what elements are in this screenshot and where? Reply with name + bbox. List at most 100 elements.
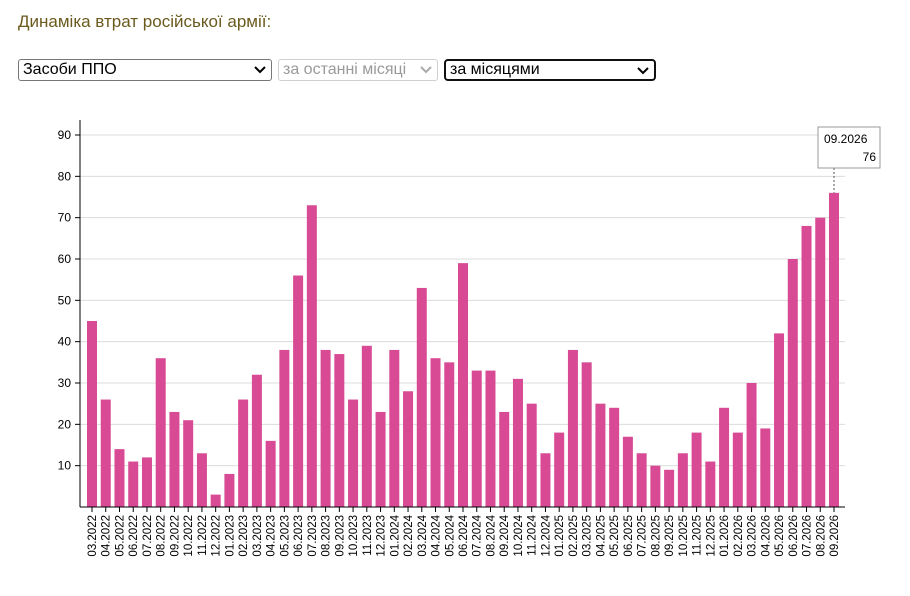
x-tick-label: 04.2024 xyxy=(431,514,443,556)
x-tick-label: 04.2023 xyxy=(266,515,278,557)
bar[interactable] xyxy=(485,370,496,507)
y-tick-label: 20 xyxy=(58,417,72,431)
x-tick-label: 09.2022 xyxy=(169,515,181,557)
bar[interactable] xyxy=(128,461,139,507)
bar[interactable] xyxy=(829,192,839,507)
bar[interactable] xyxy=(650,465,661,507)
bars xyxy=(87,192,839,507)
bar[interactable] xyxy=(801,225,812,507)
x-tick-label: 08.2024 xyxy=(485,514,497,556)
x-tick-label: 09.2024 xyxy=(499,514,511,556)
bar[interactable] xyxy=(581,362,592,507)
bar[interactable] xyxy=(100,399,111,507)
x-tick-label: 05.2025 xyxy=(609,515,621,557)
x-tick-label: 08.2022 xyxy=(156,515,168,557)
bar[interactable] xyxy=(293,275,304,507)
bar[interactable] xyxy=(183,420,194,507)
bar[interactable] xyxy=(265,440,276,507)
bar[interactable] xyxy=(499,411,510,507)
x-tick-label: 10.2022 xyxy=(183,515,195,557)
x-tick-label: 10.2023 xyxy=(348,515,360,557)
bar[interactable] xyxy=(238,399,249,507)
chart-tooltip: 09.2026 76 xyxy=(817,126,881,193)
x-tick-label: 10.2025 xyxy=(678,515,690,557)
x-tick-label: 09.2026 xyxy=(829,515,841,557)
x-tick-label: 09.2025 xyxy=(664,515,676,557)
bar[interactable] xyxy=(348,399,359,507)
bar[interactable] xyxy=(210,494,221,507)
bar[interactable] xyxy=(815,217,826,507)
bar[interactable] xyxy=(251,374,262,507)
x-tick-label: 04.2022 xyxy=(101,515,113,557)
bar[interactable] xyxy=(595,403,606,507)
bar[interactable] xyxy=(636,453,647,507)
x-tick-label: 07.2024 xyxy=(472,514,484,556)
x-tick-label: 05.2026 xyxy=(774,515,786,557)
x-tick-label: 07.2026 xyxy=(802,515,814,557)
x-tick-label: 03.2023 xyxy=(252,515,264,557)
x-tick-label: 05.2022 xyxy=(114,515,126,557)
bar[interactable] xyxy=(540,453,551,507)
bar[interactable] xyxy=(416,287,427,507)
bar[interactable] xyxy=(334,354,345,507)
bar[interactable] xyxy=(622,436,633,507)
bar[interactable] xyxy=(320,349,331,507)
x-tick-label: 04.2026 xyxy=(760,515,772,557)
bar[interactable] xyxy=(691,432,702,507)
bar[interactable] xyxy=(567,349,578,507)
x-tick-label: 11.2025 xyxy=(692,515,704,556)
bar[interactable] xyxy=(196,453,207,507)
bar[interactable] xyxy=(279,349,290,507)
x-tick-label: 07.2023 xyxy=(307,515,319,557)
bar[interactable] xyxy=(224,473,235,507)
x-tick-label: 12.2023 xyxy=(376,515,388,557)
bar[interactable] xyxy=(719,407,730,507)
bar[interactable] xyxy=(471,370,482,507)
bar[interactable] xyxy=(169,411,180,507)
x-tick-label: 11.2024 xyxy=(527,514,539,555)
x-tick-label: 02.2025 xyxy=(568,515,580,557)
bar[interactable] xyxy=(732,432,743,507)
x-tick-label: 03.2025 xyxy=(582,515,594,557)
y-tick-label: 10 xyxy=(58,459,72,473)
bar[interactable] xyxy=(444,362,455,507)
x-tick-label: 01.2025 xyxy=(554,515,566,557)
bar[interactable] xyxy=(787,259,798,507)
bar[interactable] xyxy=(774,333,785,507)
bar[interactable] xyxy=(361,345,372,507)
x-tick-label: 02.2024 xyxy=(403,514,415,556)
bar[interactable] xyxy=(554,432,565,507)
bar[interactable] xyxy=(664,469,675,507)
bar[interactable] xyxy=(375,411,386,507)
bar[interactable] xyxy=(141,457,152,507)
bar[interactable] xyxy=(746,383,757,507)
chevron-down-icon xyxy=(636,61,650,79)
bar[interactable] xyxy=(430,358,441,507)
bar[interactable] xyxy=(87,321,97,507)
category-select-value: Засоби ППО xyxy=(23,61,117,78)
y-tick-label: 60 xyxy=(58,252,72,266)
bar[interactable] xyxy=(306,205,317,507)
bar[interactable] xyxy=(403,391,414,507)
bar[interactable] xyxy=(609,407,620,507)
x-tick-label: 06.2025 xyxy=(623,515,635,557)
bar[interactable] xyxy=(389,349,400,507)
category-select[interactable]: Засоби ППО xyxy=(18,59,272,81)
period-select: за останні місяці xyxy=(278,59,438,81)
period-select-value: за останні місяці xyxy=(283,61,407,78)
bar[interactable] xyxy=(705,461,716,507)
x-tick-label: 10.2024 xyxy=(513,514,525,556)
bar[interactable] xyxy=(526,403,537,507)
bar[interactable] xyxy=(677,453,688,507)
bar[interactable] xyxy=(155,358,166,507)
bar[interactable] xyxy=(114,449,125,507)
x-tick-label: 03.2022 xyxy=(87,515,99,557)
y-tick-label: 90 xyxy=(58,128,72,142)
bar[interactable] xyxy=(458,263,468,507)
grouping-select[interactable]: за місяцями xyxy=(444,59,656,81)
x-tick-label: 07.2025 xyxy=(637,515,649,557)
bar[interactable] xyxy=(512,378,523,507)
x-tick-label: 01.2026 xyxy=(719,515,731,557)
bar[interactable] xyxy=(760,428,771,507)
